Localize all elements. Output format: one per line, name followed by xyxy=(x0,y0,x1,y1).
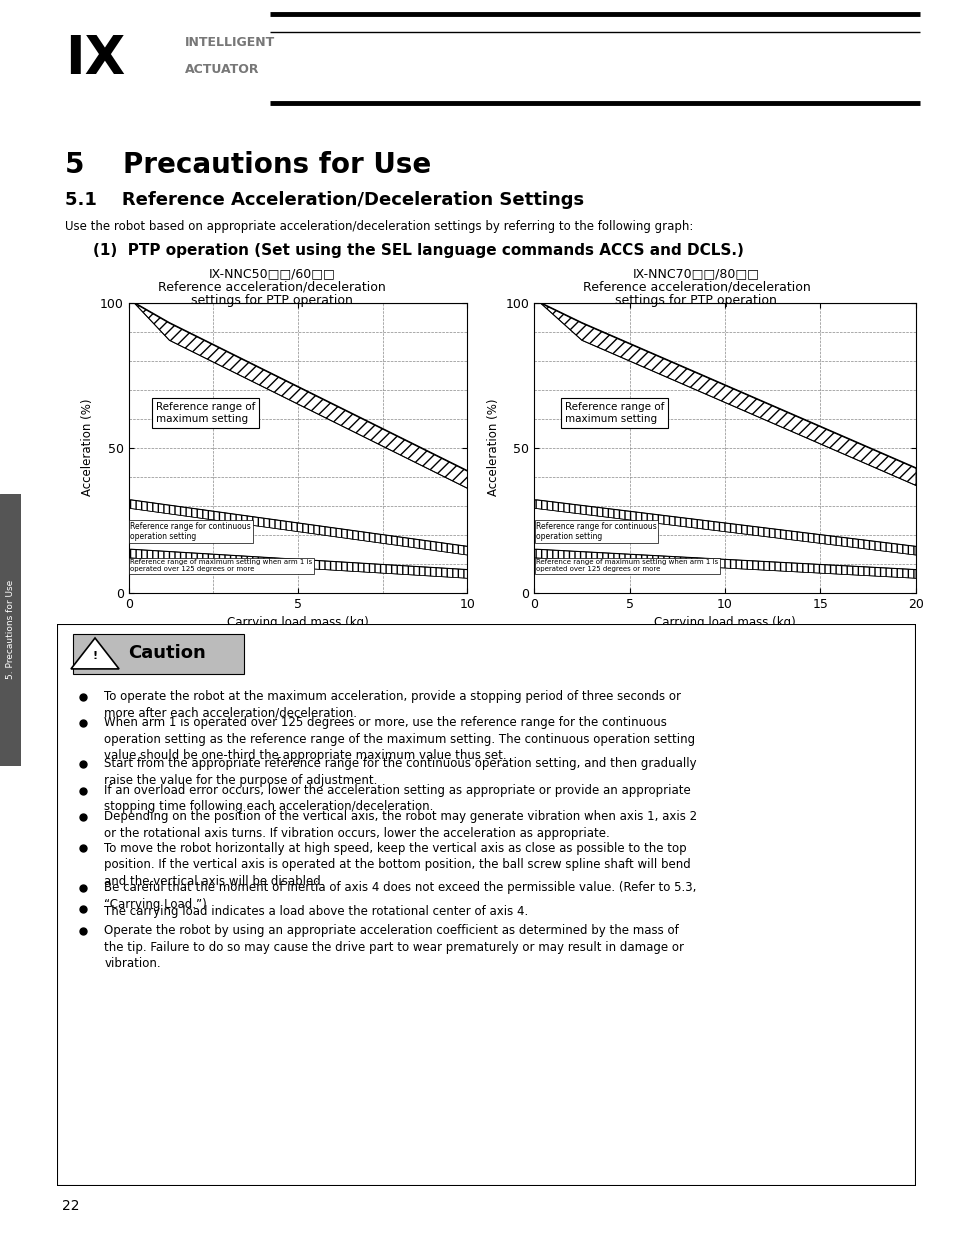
Text: The carrying load indicates a load above the rotational center of axis 4.: The carrying load indicates a load above… xyxy=(104,904,528,918)
Text: IX-NNC50□□/60□□: IX-NNC50□□/60□□ xyxy=(209,267,335,280)
Text: Reference range of maximum setting when arm 1 is
operated over 125 degrees or mo: Reference range of maximum setting when … xyxy=(536,559,718,573)
Text: Reference range for continuous
operation setting: Reference range for continuous operation… xyxy=(536,521,657,541)
Text: ACTUATOR: ACTUATOR xyxy=(185,63,259,75)
Text: Reference acceleration/deceleration: Reference acceleration/deceleration xyxy=(158,280,385,294)
Text: Start from the appropriate reference range for the continuous operation setting,: Start from the appropriate reference ran… xyxy=(104,757,697,787)
Y-axis label: Acceleration (%): Acceleration (%) xyxy=(486,399,499,496)
Y-axis label: Acceleration (%): Acceleration (%) xyxy=(81,399,94,496)
X-axis label: Carrying load mass (kg): Carrying load mass (kg) xyxy=(227,616,369,629)
Bar xyxy=(72,634,244,674)
X-axis label: Carrying load mass (kg): Carrying load mass (kg) xyxy=(654,616,795,629)
Text: Reference range of maximum setting when arm 1 is
operated over 125 degrees or mo: Reference range of maximum setting when … xyxy=(131,559,313,573)
Text: When arm 1 is operated over 125 degrees or more, use the reference range for the: When arm 1 is operated over 125 degrees … xyxy=(104,716,695,762)
Text: Reference range of
maximum setting: Reference range of maximum setting xyxy=(155,403,255,424)
Text: (1)  PTP operation (Set using the SEL language commands ACCS and DCLS.): (1) PTP operation (Set using the SEL lan… xyxy=(93,243,743,258)
Text: settings for PTP operation: settings for PTP operation xyxy=(191,294,353,308)
Text: Use the robot based on appropriate acceleration/deceleration settings by referri: Use the robot based on appropriate accel… xyxy=(65,220,693,233)
Text: Depending on the position of the vertical axis, the robot may generate vibration: Depending on the position of the vertica… xyxy=(104,810,697,840)
Text: To operate the robot at the maximum acceleration, provide a stopping period of t: To operate the robot at the maximum acce… xyxy=(104,690,680,720)
Text: !: ! xyxy=(92,651,97,661)
Text: Be careful that the moment of inertia of axis 4 does not exceed the permissible : Be careful that the moment of inertia of… xyxy=(104,881,696,910)
Text: INTELLIGENT: INTELLIGENT xyxy=(185,36,275,48)
Text: Reference range of
maximum setting: Reference range of maximum setting xyxy=(564,403,663,424)
Polygon shape xyxy=(71,638,119,669)
Text: 5. Precautions for Use: 5. Precautions for Use xyxy=(6,580,15,679)
Text: IX: IX xyxy=(65,33,125,85)
Text: 5.1    Reference Acceleration/Deceleration Settings: 5.1 Reference Acceleration/Deceleration … xyxy=(65,191,583,210)
Text: If an overload error occurs, lower the acceleration setting as appropriate or pr: If an overload error occurs, lower the a… xyxy=(104,784,691,814)
Text: Reference range for continuous
operation setting: Reference range for continuous operation… xyxy=(131,521,251,541)
Text: Operate the robot by using an appropriate acceleration coefficient as determined: Operate the robot by using an appropriat… xyxy=(104,924,683,971)
Text: settings for PTP operation: settings for PTP operation xyxy=(615,294,777,308)
Text: 5    Precautions for Use: 5 Precautions for Use xyxy=(65,151,431,179)
Text: Caution: Caution xyxy=(128,645,205,662)
Text: To move the robot horizontally at high speed, keep the vertical axis as close as: To move the robot horizontally at high s… xyxy=(104,842,691,888)
Text: Reference acceleration/deceleration: Reference acceleration/deceleration xyxy=(582,280,809,294)
Text: 22: 22 xyxy=(62,1199,79,1213)
Text: IX-NNC70□□/80□□: IX-NNC70□□/80□□ xyxy=(633,267,759,280)
